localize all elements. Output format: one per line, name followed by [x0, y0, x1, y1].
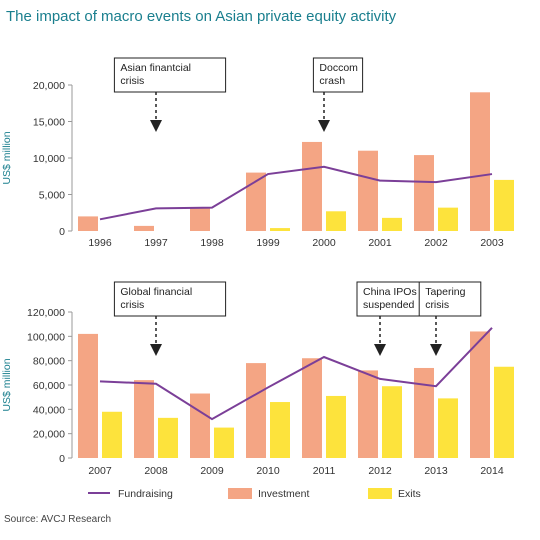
panel1-x-tick-label: 2003: [480, 237, 504, 249]
panel1-x-tick-label: 2002: [424, 237, 448, 249]
panel2-x-tick-label: 2013: [424, 465, 448, 477]
panel2-annotation-box: [418, 281, 482, 317]
panel1-investment-bar: [190, 207, 210, 231]
panel1-investment-bar: [414, 155, 434, 231]
panel1-x-tick-label: 2000: [312, 237, 336, 249]
panel1-investment-bar: [134, 225, 154, 231]
panel1-annotation-box: [312, 57, 364, 93]
panel2-y-tick-label: 120,000: [27, 307, 65, 319]
panel1-annotation-text: crisis: [120, 75, 144, 87]
panel2-x-tick-label: 2014: [480, 465, 504, 477]
panel2-y-tick-label: 40,000: [33, 404, 65, 416]
panel2-y-tick-label: 20,000: [33, 429, 65, 441]
panel1-y-tick-label: 20,000: [33, 80, 65, 92]
panel1-fundraising-line: [99, 165, 493, 221]
panel1-annotation-box: [113, 57, 227, 93]
panel2-annotation-text: China IPOs: [363, 286, 417, 298]
panel2-exits-bar: [214, 427, 234, 458]
panel2-investment-bar: [134, 380, 154, 458]
panel2-annotation-text: Global financial: [120, 286, 192, 298]
chart-title: The impact of macro events on Asian priv…: [6, 8, 397, 25]
panel1-exits-bar: [438, 207, 458, 231]
panel2-x-tick-label: 2011: [313, 465, 336, 477]
legend-fundraising-label: Fundraising: [118, 488, 173, 500]
panel1-investment-bar: [246, 172, 266, 231]
panel2-investment-bar: [246, 363, 266, 458]
panel1-y-tick-label: 15,000: [33, 117, 65, 129]
panel1-annotation-text: Asian finantcial: [120, 62, 191, 74]
panel1-y-tick-label: 5,000: [39, 190, 65, 202]
panel1-y-tick-label: 0: [59, 226, 65, 238]
source-note: Source: AVCJ Research: [4, 514, 112, 525]
panel2-annotation-box: [356, 281, 432, 317]
panel1-x-tick-label: 1997: [144, 237, 168, 249]
panel1-x-tick-label: 1999: [256, 237, 280, 249]
panel2-exits-bar: [382, 386, 402, 458]
legend-investment-swatch: [228, 488, 252, 499]
panel2-y-axis-label: US$ million: [1, 358, 13, 411]
panel2-investment-bar: [414, 367, 434, 458]
panel2-x-tick-label: 2007: [88, 465, 112, 477]
panel1-investment-bar: [78, 216, 98, 231]
panel1-y-tick-label: 10,000: [33, 153, 65, 165]
panel2-x-tick-label: 2009: [200, 465, 224, 477]
panel2-exits-bar: [270, 402, 290, 458]
panel2-y-tick-label: 80,000: [33, 356, 65, 368]
panel2-annotation-text: crisis: [120, 299, 144, 311]
legend-exits-swatch: [368, 488, 392, 499]
panel2-investment-bar: [78, 333, 98, 458]
panel2-annotation-text: crisis: [425, 299, 449, 311]
panel1-investment-bar: [302, 141, 322, 231]
panel2-exits-bar: [158, 417, 178, 458]
panel2-annotation-text: Tapering: [425, 286, 465, 298]
panel1-x-tick-label: 2001: [368, 237, 392, 249]
panel1-x-tick-label: 1996: [88, 237, 112, 249]
panel1-exits-bar: [494, 179, 514, 231]
panel1-exits-bar: [382, 217, 402, 231]
panel2-x-tick-label: 2008: [144, 465, 168, 477]
panel2-exits-bar: [494, 366, 514, 458]
panel2-investment-bar: [302, 358, 322, 458]
panel2-x-tick-label: 2010: [256, 465, 280, 477]
panel1-exits-bar: [270, 228, 290, 231]
panel2-y-tick-label: 100,000: [27, 331, 65, 343]
panel2-exits-bar: [102, 411, 122, 458]
panel2-exits-bar: [326, 395, 346, 458]
panel1-investment-bar: [470, 92, 490, 231]
panel2-annotation-box: [113, 281, 227, 317]
legend-investment-label: Investment: [258, 488, 309, 500]
panel2-y-tick-label: 60,000: [33, 380, 65, 392]
panel2-y-tick-label: 0: [59, 453, 65, 465]
panel1-x-tick-label: 1998: [200, 237, 224, 249]
panel2-fundraising-line: [99, 327, 493, 421]
panel1-exits-bar: [326, 211, 346, 231]
panel1-annotation-text: Doccom: [319, 62, 358, 74]
panel2-exits-bar: [438, 398, 458, 458]
panel2-annotation-text: suspended: [363, 299, 415, 311]
panel1-investment-bar: [358, 150, 378, 231]
legend-exits-label: Exits: [398, 488, 421, 500]
panel2-investment-bar: [190, 393, 210, 458]
panel2-investment-bar: [358, 370, 378, 458]
panel1-y-axis-label: US$ million: [1, 131, 13, 184]
panel2-x-tick-label: 2012: [368, 465, 392, 477]
panel2-investment-bar: [470, 331, 490, 458]
panel1-annotation-text: crash: [319, 75, 345, 87]
